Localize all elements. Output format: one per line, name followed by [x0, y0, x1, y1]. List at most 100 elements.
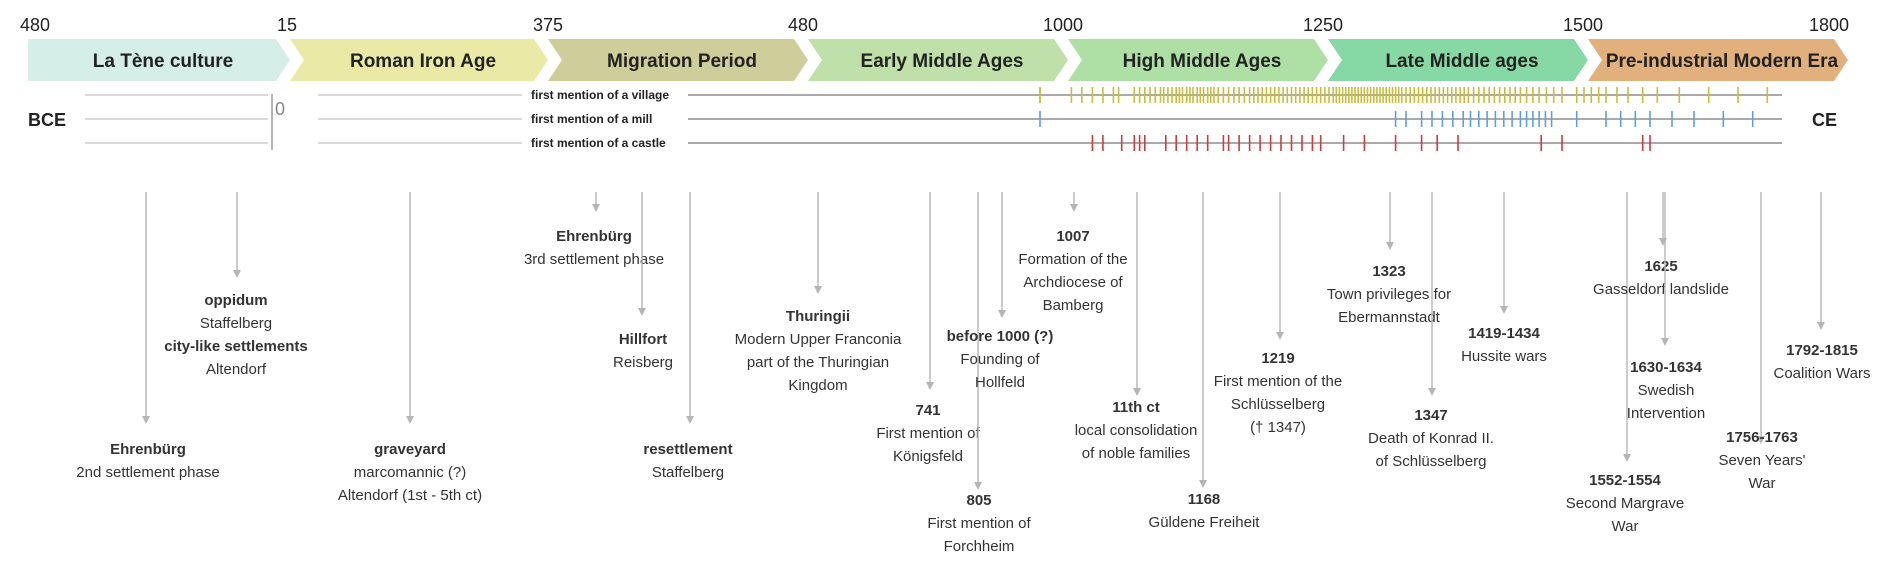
- era-segment: Roman Iron Age: [290, 39, 548, 81]
- event-annotation: oppidum Staffelberg city-like settlements A…: [164, 192, 308, 378]
- arrow-head-icon: [974, 482, 982, 490]
- event-title: 1347: [1414, 407, 1447, 424]
- era-segment: La Tène culture: [28, 39, 290, 81]
- event-title: Hillfort: [619, 331, 667, 348]
- event-description: First mention of: [876, 425, 980, 442]
- era-arrow-shape: [1068, 39, 1328, 81]
- mention-row: first mention of a castle: [85, 135, 1782, 151]
- event-description: Founding of: [960, 351, 1040, 368]
- arrow-head-icon: [1623, 454, 1631, 462]
- era-label: Late Middle ages: [1385, 51, 1538, 72]
- era-arrow-shape: [28, 39, 290, 81]
- event-description: Archdiocese of: [1023, 274, 1123, 291]
- scale-tick-label: 480: [20, 15, 50, 35]
- era-arrow-shape: [1328, 39, 1588, 81]
- event-annotation: 1625 Gasseldorf landslide: [1593, 192, 1729, 298]
- event-description: 3rd settlement phase: [524, 251, 664, 268]
- era-segment: Migration Period: [548, 39, 808, 81]
- row-label: first mention of a castle: [531, 136, 666, 150]
- arrow-head-icon: [926, 382, 934, 390]
- event-title: oppidum: [204, 292, 267, 309]
- event-description: part of the Thuringian: [747, 354, 889, 371]
- event-title: 1630-1634: [1630, 359, 1702, 376]
- era-segment: Early Middle Ages: [808, 39, 1068, 81]
- event-description: of Schlüsselberg: [1376, 453, 1487, 470]
- era-label: Pre-industrial Modern Era: [1606, 51, 1839, 72]
- event-title: Ehrenbürg: [110, 441, 186, 458]
- event-description: of noble families: [1082, 445, 1190, 462]
- arrow-head-icon: [142, 416, 150, 424]
- event-description: Forchheim: [944, 538, 1015, 555]
- scale-tick-label: 15: [277, 15, 297, 35]
- event-title: city-like settlements: [164, 338, 307, 355]
- arrow-head-icon: [1817, 322, 1825, 330]
- event-title: graveyard: [374, 441, 446, 458]
- scale-tick-label: 1800: [1809, 15, 1849, 35]
- event-description: Altendorf (1st - 5th ct): [338, 487, 482, 504]
- mention-rows: first mention of a village first mention …: [85, 87, 1782, 151]
- event-description: Schlüsselberg: [1231, 396, 1325, 413]
- event-description: Coalition Wars: [1774, 365, 1871, 382]
- arrow-head-icon: [1757, 436, 1765, 444]
- event-description: Modern Upper Franconia: [735, 331, 902, 348]
- event-annotation: 1756-1763 Seven Years' War: [1718, 192, 1806, 492]
- event-title: before 1000 (?): [947, 328, 1054, 345]
- event-description: Intervention: [1627, 405, 1705, 422]
- event-title: 1168: [1188, 491, 1221, 508]
- scale-ticks: 480 15 375 480 1000 1250 1500 1800: [20, 15, 1849, 35]
- row-label: first mention of a mill: [531, 112, 652, 126]
- event-annotation: graveyard marcomannic (?) Altendorf (1st -…: [338, 192, 482, 504]
- zero-label: 0: [275, 99, 285, 119]
- event-annotation: 1219 First mention of the Schlüsselberg († …: [1214, 192, 1342, 436]
- event-annotation: 1168 Güldene Freiheit: [1149, 192, 1261, 531]
- era-segment: Late Middle ages: [1328, 39, 1588, 81]
- event-title: 805: [966, 492, 991, 509]
- event-title: 1219: [1261, 350, 1294, 367]
- arrow-head-icon: [998, 310, 1006, 318]
- scale-tick-label: 1500: [1563, 15, 1603, 35]
- event-description: War: [1749, 475, 1776, 492]
- era-arrow-shape: [290, 39, 548, 81]
- event-annotation: 1347 Death of Konrad II. of Schlüsselberg: [1368, 192, 1494, 470]
- arrow-head-icon: [592, 204, 600, 212]
- event-title: 1007: [1056, 228, 1089, 245]
- mention-row: first mention of a mill: [85, 111, 1782, 127]
- event-description: Reisberg: [613, 354, 673, 371]
- event-annotation: Ehrenbürg 3rd settlement phase: [524, 192, 664, 268]
- event-description: Death of Konrad II.: [1368, 430, 1494, 447]
- event-description: 2nd settlement phase: [76, 464, 219, 481]
- era-arrow-shape: [1588, 39, 1848, 81]
- event-annotation: Ehrenbürg 2nd settlement phase: [76, 192, 220, 481]
- event-title: 11th ct: [1112, 399, 1160, 416]
- event-annotation: Hillfort Reisberg: [613, 192, 673, 371]
- event-annotation: 1007 Formation of the Archdiocese of Bamber…: [1018, 192, 1128, 314]
- event-description: Staffelberg: [200, 315, 272, 332]
- event-annotation: Thuringii Modern Upper Franconia part of t…: [735, 192, 902, 394]
- arrow-head-icon: [1070, 204, 1078, 212]
- scale-tick-label: 375: [533, 15, 563, 35]
- event-description: Hollfeld: [975, 374, 1025, 391]
- bce-label: BCE: [28, 110, 66, 130]
- ce-label: CE: [1812, 110, 1837, 130]
- arrow-head-icon: [1199, 480, 1207, 488]
- arrow-head-icon: [406, 416, 414, 424]
- event-description: Second Margrave: [1566, 495, 1684, 512]
- event-title: 741: [915, 402, 940, 419]
- event-description: Hussite wars: [1461, 348, 1547, 365]
- arrow-head-icon: [1659, 238, 1667, 246]
- event-description: War: [1612, 518, 1639, 535]
- event-title: Ehrenbürg: [556, 228, 632, 245]
- event-description: Güldene Freiheit: [1149, 514, 1261, 531]
- event-annotation: 741 First mention of Königsfeld: [876, 192, 981, 465]
- event-title: resettlement: [643, 441, 732, 458]
- era-label: High Middle Ages: [1123, 51, 1282, 72]
- event-title: Thuringii: [786, 308, 850, 325]
- arrow-head-icon: [814, 286, 822, 294]
- arrow-head-icon: [1386, 242, 1394, 250]
- event-annotation: 1552-1554 Second Margrave War: [1566, 192, 1684, 535]
- event-description: Ebermannstadt: [1338, 309, 1441, 326]
- arrow-head-icon: [233, 270, 241, 278]
- era-label: La Tène culture: [93, 51, 233, 72]
- event-description: Kingdom: [788, 377, 847, 394]
